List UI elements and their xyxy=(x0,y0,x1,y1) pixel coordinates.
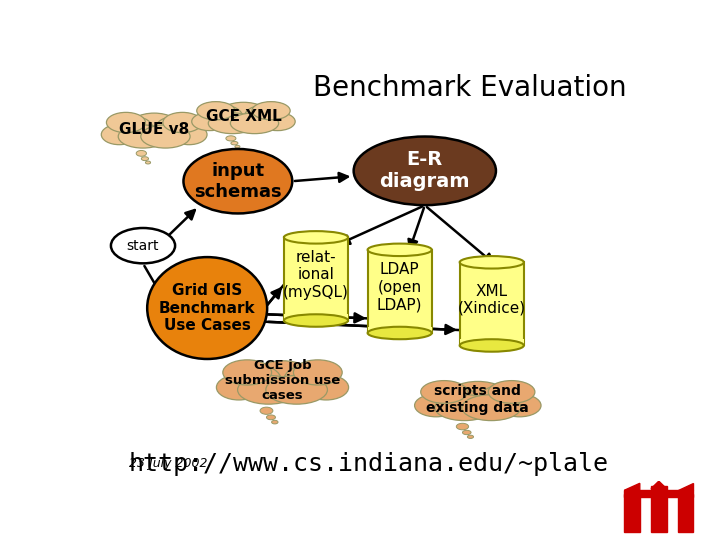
FancyBboxPatch shape xyxy=(459,339,524,346)
Ellipse shape xyxy=(462,395,521,421)
FancyBboxPatch shape xyxy=(284,238,348,321)
FancyBboxPatch shape xyxy=(284,314,348,321)
Ellipse shape xyxy=(156,116,197,141)
Ellipse shape xyxy=(141,125,190,148)
Ellipse shape xyxy=(112,116,153,141)
Ellipse shape xyxy=(368,327,432,339)
Ellipse shape xyxy=(141,157,148,160)
Ellipse shape xyxy=(428,385,477,413)
Text: Benchmark Evaluation: Benchmark Evaluation xyxy=(312,73,626,102)
Ellipse shape xyxy=(467,435,474,438)
Ellipse shape xyxy=(304,375,348,400)
Ellipse shape xyxy=(456,423,469,430)
Ellipse shape xyxy=(284,314,348,327)
Ellipse shape xyxy=(208,113,256,133)
Ellipse shape xyxy=(462,430,471,435)
Ellipse shape xyxy=(420,381,467,403)
Ellipse shape xyxy=(235,145,240,148)
Ellipse shape xyxy=(459,339,524,352)
Text: XML
(Xindice): XML (Xindice) xyxy=(458,284,526,316)
Ellipse shape xyxy=(231,141,238,145)
Ellipse shape xyxy=(111,228,175,264)
Bar xyxy=(624,494,640,532)
Ellipse shape xyxy=(260,407,273,414)
Text: GLUE v8: GLUE v8 xyxy=(119,122,189,137)
Ellipse shape xyxy=(435,395,494,421)
Ellipse shape xyxy=(226,136,236,141)
Ellipse shape xyxy=(145,161,150,164)
Ellipse shape xyxy=(230,364,282,396)
Ellipse shape xyxy=(446,381,510,415)
Text: 23 July 2002: 23 July 2002 xyxy=(129,457,207,470)
Ellipse shape xyxy=(171,124,207,145)
Ellipse shape xyxy=(222,360,271,385)
Ellipse shape xyxy=(249,361,316,398)
Ellipse shape xyxy=(271,420,278,424)
Ellipse shape xyxy=(147,257,267,359)
Ellipse shape xyxy=(202,105,243,127)
Ellipse shape xyxy=(102,124,138,145)
Ellipse shape xyxy=(127,113,181,143)
Text: Grid GIS
Benchmark
Use Cases: Grid GIS Benchmark Use Cases xyxy=(159,283,256,333)
Ellipse shape xyxy=(230,113,279,133)
Polygon shape xyxy=(678,483,693,490)
Text: start: start xyxy=(127,239,159,253)
Text: http://www.cs.indiana.edu/~plale: http://www.cs.indiana.edu/~plale xyxy=(129,452,609,476)
Text: E-R
diagram: E-R diagram xyxy=(379,150,470,191)
Ellipse shape xyxy=(217,375,261,400)
Ellipse shape xyxy=(266,415,276,420)
Ellipse shape xyxy=(245,105,284,127)
Ellipse shape xyxy=(354,137,496,205)
Ellipse shape xyxy=(217,102,269,129)
Ellipse shape xyxy=(488,381,535,403)
Ellipse shape xyxy=(184,149,292,213)
Polygon shape xyxy=(624,483,640,490)
Ellipse shape xyxy=(163,112,202,133)
Ellipse shape xyxy=(252,102,290,120)
Ellipse shape xyxy=(197,102,235,120)
Text: GCE job
submission use
cases: GCE job submission use cases xyxy=(225,359,340,402)
Bar xyxy=(651,486,667,532)
Ellipse shape xyxy=(118,125,168,148)
Ellipse shape xyxy=(294,360,342,385)
Ellipse shape xyxy=(459,256,524,268)
Ellipse shape xyxy=(192,112,227,131)
Ellipse shape xyxy=(368,244,432,256)
Ellipse shape xyxy=(415,394,457,417)
Ellipse shape xyxy=(238,375,300,404)
FancyBboxPatch shape xyxy=(368,327,432,333)
Ellipse shape xyxy=(284,231,348,244)
Ellipse shape xyxy=(260,112,295,131)
Text: LDAP
(open
LDAP): LDAP (open LDAP) xyxy=(377,262,423,312)
Ellipse shape xyxy=(266,375,328,404)
Ellipse shape xyxy=(136,151,146,156)
Bar xyxy=(624,490,693,497)
Ellipse shape xyxy=(107,112,145,133)
Polygon shape xyxy=(651,481,667,489)
Ellipse shape xyxy=(498,394,541,417)
Ellipse shape xyxy=(479,385,528,413)
Text: input
schemas: input schemas xyxy=(194,162,282,201)
Text: GCE XML: GCE XML xyxy=(206,109,282,124)
Ellipse shape xyxy=(284,364,335,396)
FancyBboxPatch shape xyxy=(368,250,432,333)
FancyBboxPatch shape xyxy=(459,262,524,346)
Text: scripts and
existing data: scripts and existing data xyxy=(426,384,529,415)
Bar xyxy=(678,494,693,532)
Text: relat-
ional
(mySQL): relat- ional (mySQL) xyxy=(283,250,349,300)
